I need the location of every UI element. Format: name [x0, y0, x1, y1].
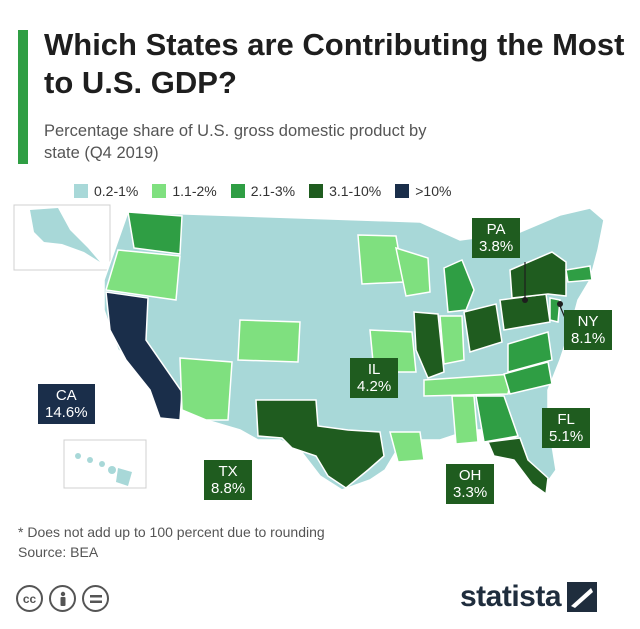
legend-item-5: >10% [395, 183, 451, 199]
legend-label-2: 1.1-2% [172, 183, 217, 199]
callout-pa-value: 3.8% [479, 238, 514, 255]
state-wi [395, 246, 431, 297]
page-title: Which States are Contributing the Most t… [44, 27, 625, 100]
legend-label-5: >10% [415, 183, 452, 199]
legend-swatch-4 [309, 184, 324, 198]
pa-marker [522, 297, 528, 303]
brand-wordmark: statista [460, 580, 562, 613]
callout-pa-state: PA [486, 221, 506, 238]
state-in [439, 315, 465, 365]
callout-il-value: 4.2% [357, 378, 392, 395]
callout-tx: TX 8.8% [204, 460, 253, 500]
state-tn [423, 373, 513, 397]
callout-oh: OH 3.3% [446, 464, 495, 504]
legend-item-1: 0.2-1% [74, 183, 138, 199]
state-ak [30, 208, 100, 262]
state-co [237, 319, 301, 363]
ny-marker [557, 301, 563, 307]
state-ca [105, 291, 183, 421]
legend-swatch-3 [230, 184, 245, 198]
footnote: * Does not add up to 100 percent due to … [18, 524, 325, 540]
state-ga [475, 395, 519, 443]
legend-label-1: 0.2-1% [94, 183, 139, 199]
callout-pa: PA 3.8% [472, 218, 521, 258]
legend-label-3: 2.1-3% [250, 183, 296, 199]
state-tx [255, 399, 385, 489]
callout-ny-value: 8.1% [571, 330, 606, 347]
state-ma [565, 265, 593, 283]
callout-tx-value: 8.8% [211, 480, 246, 497]
legend-item-4: 3.1-10% [309, 183, 381, 199]
license-icons: cc [16, 585, 109, 612]
legend-swatch-5 [395, 184, 410, 198]
state-ny [509, 251, 567, 299]
page-subtitle: Percentage share of U.S. gross domestic … [44, 122, 427, 162]
callout-fl-value: 5.1% [549, 428, 584, 445]
callout-oh-value: 3.3% [453, 484, 488, 501]
callout-ca-value: 14.6% [45, 404, 88, 421]
callout-il: IL 4.2% [350, 358, 399, 398]
state-oh [463, 303, 503, 353]
cc-icon[interactable]: cc [16, 585, 43, 612]
callout-oh-state: OH [458, 467, 482, 484]
callout-ca: CA 14.6% [38, 384, 95, 424]
legend-item-3: 2.1-3% [230, 183, 296, 199]
legend: 0.2-1% 1.1-2% 2.1-3% 3.1-10% >10% [74, 180, 451, 202]
state-va [507, 331, 553, 373]
legend-swatch-1 [74, 184, 88, 198]
state-mn [357, 234, 405, 285]
state-az [179, 357, 233, 421]
attribution-icon[interactable] [49, 585, 76, 612]
callout-fl: FL 5.1% [542, 408, 591, 448]
state-mi [443, 258, 475, 313]
callout-ny: NY 8.1% [564, 310, 613, 350]
state-la [389, 431, 425, 463]
state-il [413, 311, 445, 379]
callout-il-state: IL [367, 361, 381, 378]
callout-fl-state: FL [557, 411, 575, 428]
legend-item-2: 1.1-2% [152, 183, 217, 199]
source-note: Source: BEA [18, 544, 99, 560]
callout-ca-state: CA [55, 387, 77, 404]
state-nc [503, 361, 553, 395]
state-al [451, 395, 479, 445]
state-wa [127, 211, 183, 255]
no-derivatives-icon[interactable] [82, 585, 109, 612]
state-or [105, 249, 181, 301]
callout-tx-state: TX [218, 463, 238, 480]
us-states-map [13, 204, 605, 496]
callout-ny-state: NY [577, 313, 599, 330]
title-accent-bar [18, 30, 28, 164]
state-hi [75, 453, 132, 486]
legend-label-4: 3.1-10% [329, 183, 382, 199]
state-fl [486, 437, 549, 496]
statista-logo-icon [567, 582, 598, 612]
statista-brand[interactable]: statista [460, 580, 598, 614]
legend-swatch-2 [152, 184, 167, 198]
